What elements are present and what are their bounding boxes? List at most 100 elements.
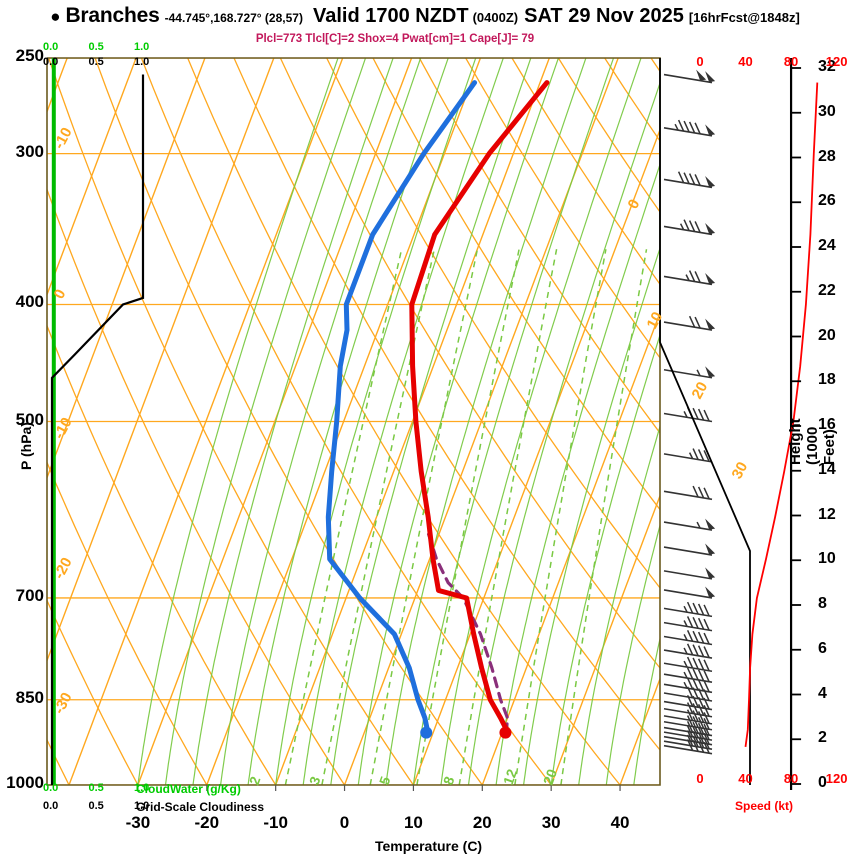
height-tick-label: 16 <box>818 416 836 433</box>
wind-barb-column <box>663 69 716 755</box>
temperature-axis-label: Temperature (C) <box>375 838 483 854</box>
wind-barb <box>663 270 716 286</box>
isotherm-line <box>137 58 413 785</box>
dry-adiabat-line <box>372 58 660 785</box>
pressure-tick-label: 300 <box>15 141 44 161</box>
wind-barb <box>663 485 713 501</box>
wind-barb <box>663 643 713 659</box>
dry-adiabat-line <box>233 58 660 785</box>
mixing-ratio-label: 12 <box>500 767 520 787</box>
moist-adiabat-line <box>357 58 559 785</box>
moist-adiabat-line <box>440 58 642 785</box>
speed-tick-label-top: 80 <box>783 54 799 69</box>
wind-barb <box>663 543 716 556</box>
moist-adiabat-line <box>385 58 587 785</box>
station-coordinates: -44.745°,168.727° (28,57) <box>164 11 303 25</box>
mixing-ratio-line <box>284 249 403 785</box>
wind-barb <box>663 695 713 711</box>
temperature-tick-label: -30 <box>125 813 151 832</box>
pressure-axis-label: P (hPa) <box>18 422 34 470</box>
isotherm-label: 30 <box>729 459 752 482</box>
station-marker-icon: ● <box>50 7 61 26</box>
wind-barb <box>663 448 713 463</box>
moist-adiabat-line <box>578 58 660 785</box>
moist-adiabat-line <box>523 58 660 785</box>
isotherm-label: 20 <box>689 379 712 402</box>
isotherm-line <box>275 58 550 785</box>
isotherm-line <box>47 58 206 785</box>
dry-adiabat-line <box>47 58 208 785</box>
station-name: Branches <box>65 4 160 27</box>
cloudwater-tick-label-top: 1.0 <box>134 41 150 53</box>
dry-adiabat-line <box>418 58 660 785</box>
height-tick-label: 32 <box>818 58 836 75</box>
cloudiness-tick-label-top: 1.0 <box>134 56 150 68</box>
wind-barb <box>663 739 713 755</box>
dry-adiabat-line <box>511 58 660 785</box>
cloudwater-tick-label-bottom: 1.0 <box>134 782 150 794</box>
wind-barb <box>663 709 713 725</box>
temperature-tick-label: 10 <box>403 813 423 832</box>
moist-adiabat-line <box>330 58 532 785</box>
cloudiness-axis-label: Grid-Scale Cloudiness <box>136 800 265 814</box>
cloudwater-tick-label-top: 0.5 <box>88 41 104 53</box>
isotherm-line <box>412 58 660 785</box>
moist-adiabat-line <box>633 58 660 785</box>
wind-barb <box>663 518 716 531</box>
cloudwater-tick-label-bottom: 0.5 <box>88 782 104 794</box>
valid-date: SAT 29 Nov 2025 <box>524 5 684 27</box>
wind-speed-curve <box>744 82 819 748</box>
sounding-parameters: Plcl=773 Tlcl[C]=2 Shox=4 Pwat[cm]=1 Cap… <box>0 33 850 45</box>
valid-time-zulu: (0400Z) <box>472 10 519 25</box>
cloudwater-tick-label-bottom: 0.0 <box>43 782 59 794</box>
moist-adiabat-line <box>192 58 394 785</box>
dry-adiabat-line <box>187 58 621 785</box>
sounding-parameters-text: Plcl=773 Tlcl[C]=2 Shox=4 Pwat[cm]=1 Cap… <box>255 33 535 45</box>
isotherm-label: 10 <box>644 309 667 332</box>
height-tick-label: 12 <box>818 505 836 523</box>
height-tick-label: 20 <box>818 326 836 344</box>
speed-tick-label-bottom: 120 <box>825 771 848 786</box>
temperature-curve <box>409 80 550 733</box>
wind-barb <box>663 601 713 618</box>
pressure-tick-label: 400 <box>15 292 44 312</box>
wind-barb <box>663 586 716 599</box>
height-tick-label: 8 <box>818 595 827 612</box>
temperature-tick-label: 30 <box>541 813 561 832</box>
valid-time: Valid 1700 NZDT <box>312 5 469 27</box>
speed-tick-label-top: 0 <box>696 54 704 69</box>
wind-barb <box>663 315 716 331</box>
moist-adiabat-line <box>302 58 504 785</box>
mixing-ratio-line <box>321 249 436 785</box>
dry-adiabat-line <box>48 58 414 785</box>
pressure-tick-label: 1000 <box>6 773 44 792</box>
height-tick-label: 24 <box>818 237 836 254</box>
mixing-ratio-line <box>369 249 479 785</box>
isotherm-line <box>47 58 137 785</box>
surface-temperature-marker <box>499 726 512 739</box>
temperature-tick-label: 40 <box>610 813 630 832</box>
cloudiness-curve <box>50 74 145 785</box>
height-tick-label: 0 <box>818 774 827 791</box>
speed-tick-label-bottom: 0 <box>696 771 704 786</box>
moist-adiabat-line <box>164 58 367 785</box>
moist-adiabat-line <box>605 58 660 785</box>
surface-dewpoint-marker <box>420 726 433 739</box>
pressure-tick-label: 250 <box>15 46 44 65</box>
mixing-ratio-label: 20 <box>540 767 560 787</box>
cloudwater-tick-label-top: 0.0 <box>43 41 59 53</box>
height-tick-label: 26 <box>818 192 836 210</box>
parcel-path-curve <box>427 532 510 732</box>
moist-adiabat-line <box>467 58 660 785</box>
moist-adiabat-line <box>137 58 339 785</box>
isotherm-line <box>47 58 275 785</box>
temperature-tick-label: -10 <box>263 813 288 832</box>
height-tick-label: 4 <box>818 684 827 702</box>
pressure-tick-label: 850 <box>15 687 44 707</box>
moist-adiabat-line <box>275 58 477 785</box>
height-tick-label: 28 <box>818 147 836 165</box>
height-tick-label: 10 <box>818 550 836 568</box>
height-axis-label: Height (1000 Feet) <box>787 418 838 465</box>
mixing-ratio-line <box>416 249 520 785</box>
